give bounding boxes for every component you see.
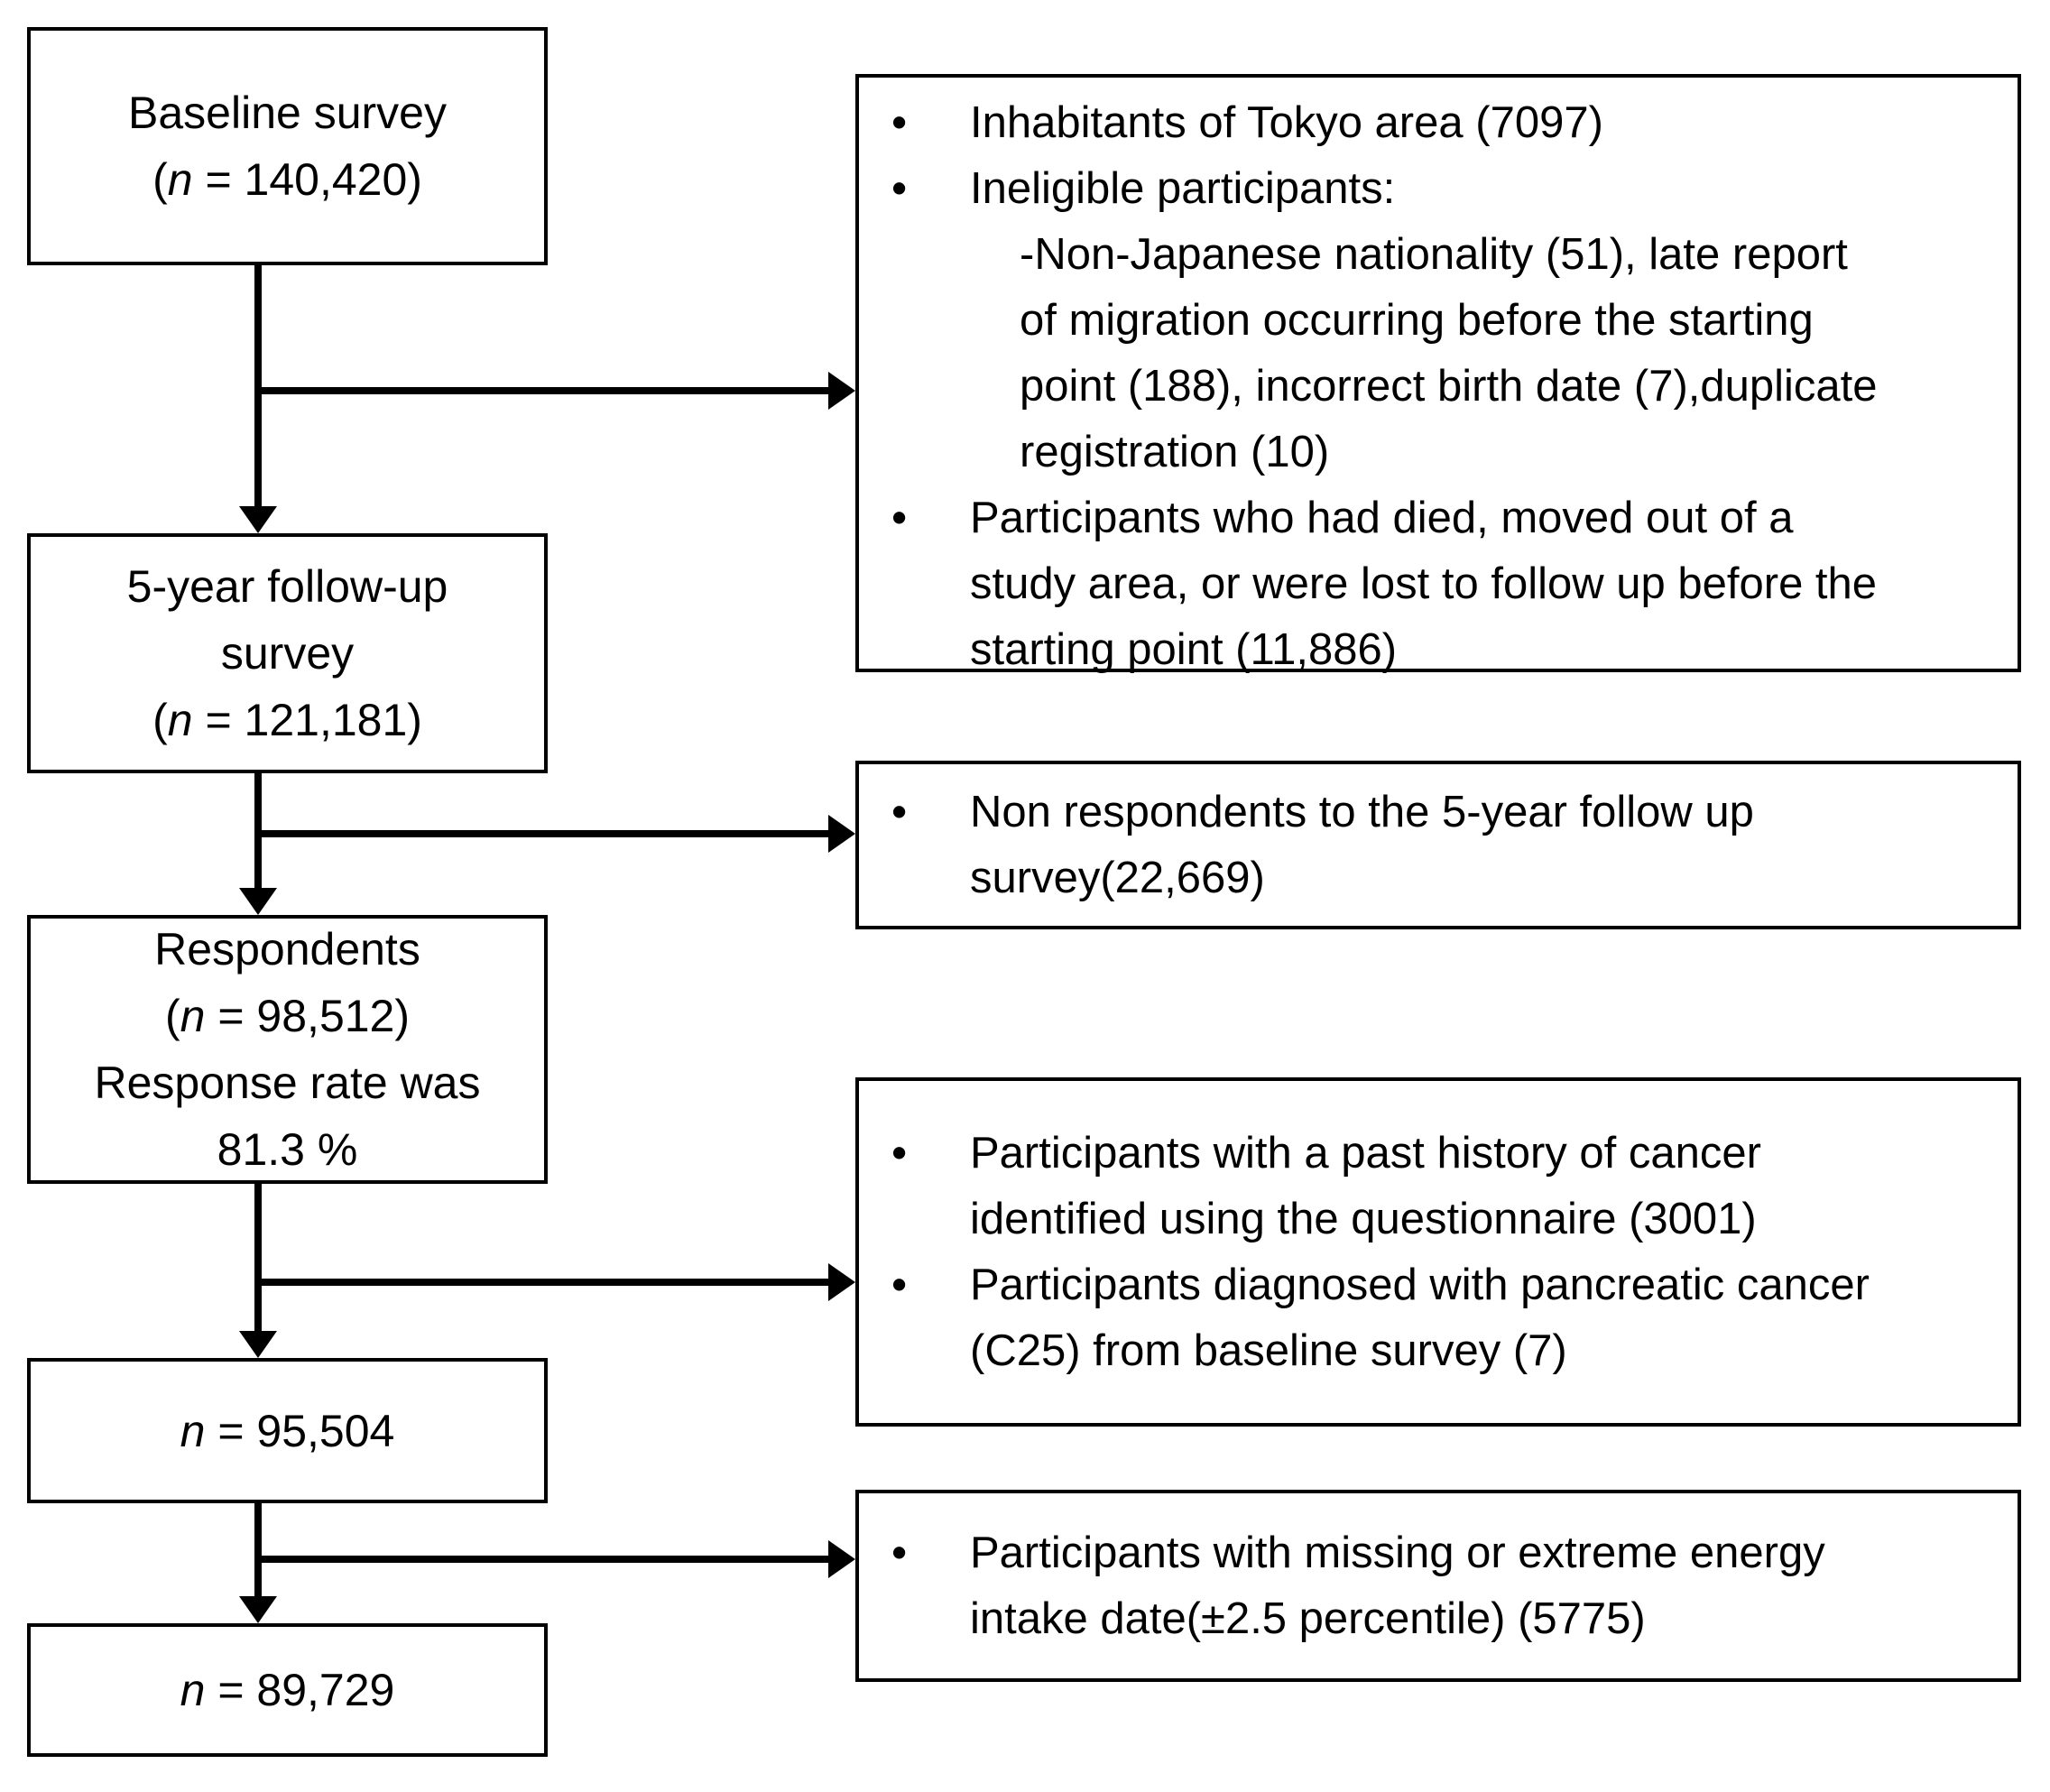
exclusion-box-energy-intake: • Participants with missing or extreme e…: [855, 1490, 2021, 1682]
text-segment: = 140,420): [192, 154, 422, 205]
text-segment: = 95,504: [205, 1405, 395, 1456]
n-symbol: n: [180, 1405, 206, 1456]
box-line: Baseline survey: [128, 88, 447, 138]
list-item-text: Inhabitants of Tokyo area (7097): [970, 98, 1603, 147]
list-item-text: Non respondents to the 5-year follow up …: [970, 787, 1754, 902]
flow-box-five-year-follow-up: 5-year follow-up survey (n = 121,181): [27, 533, 548, 773]
text-segment: = 98,512): [205, 991, 411, 1041]
branch-line-energy-intake: [258, 1556, 828, 1563]
box-line: Respondents: [154, 924, 420, 975]
arrow-line-95504-to-89729: [254, 1503, 262, 1600]
box-line: 5-year follow-up: [126, 561, 448, 612]
flow-box-n-95504: n = 95,504: [27, 1358, 548, 1503]
n-symbol: n: [167, 154, 193, 205]
box-line: (n = 98,512): [165, 983, 410, 1049]
n-symbol: n: [167, 695, 193, 745]
arrowhead-right-icon: [828, 1540, 855, 1578]
branch-line-cancer-history: [258, 1279, 828, 1286]
bullet-icon: •: [891, 98, 908, 147]
arrowhead-down-icon: [239, 506, 277, 533]
bullet-icon: •: [891, 787, 908, 836]
list-item: • Ineligible participants:: [859, 156, 2018, 222]
arrowhead-right-icon: [828, 1263, 855, 1301]
arrowhead-down-icon: [239, 1331, 277, 1358]
box-line: 81.3 %: [217, 1124, 358, 1175]
text-segment: (: [152, 695, 168, 745]
arrowhead-right-icon: [828, 372, 855, 410]
text-segment: = 121,181): [192, 695, 422, 745]
list-item: • Participants with missing or extreme e…: [859, 1520, 2018, 1652]
bullet-icon: •: [891, 494, 908, 542]
box-line: Response rate was: [94, 1058, 481, 1108]
n-symbol: n: [180, 1665, 206, 1715]
flow-box-n-89729: n = 89,729: [27, 1623, 548, 1757]
n-symbol: n: [180, 991, 206, 1041]
bullet-icon: •: [891, 164, 908, 213]
text-segment: (: [152, 154, 168, 205]
box-line: survey: [220, 628, 355, 679]
list-item-text: Participants who had died, moved out of …: [970, 494, 1878, 674]
exclusion-box-non-respondents: • Non respondents to the 5-year follow u…: [855, 761, 2021, 929]
branch-line-non-respondents: [258, 830, 828, 837]
list-item: • Participants diagnosed with pancreatic…: [859, 1252, 2018, 1384]
bullet-icon: •: [891, 1528, 908, 1577]
list-subitem: -Non-Japanese nationality (51), late rep…: [859, 222, 2018, 485]
list-item-text: Participants with a past history of canc…: [970, 1128, 1761, 1243]
box-line: n = 95,504: [180, 1398, 395, 1464]
arrow-line-respondents-to-95504: [254, 1184, 262, 1335]
bullet-icon: •: [891, 1260, 908, 1309]
flow-box-respondents: Respondents (n = 98,512) Response rate w…: [27, 915, 548, 1184]
box-line: (n = 121,181): [152, 687, 422, 753]
box-line: n = 89,729: [180, 1657, 395, 1723]
list-item: • Inhabitants of Tokyo area (7097): [859, 90, 2018, 156]
arrowhead-down-icon: [239, 1596, 277, 1623]
branch-line-baseline-exclusions: [258, 387, 828, 394]
arrowhead-right-icon: [828, 815, 855, 853]
list-item-text: -Non-Japanese nationality (51), late rep…: [1020, 230, 1878, 476]
text-segment: = 89,729: [205, 1665, 395, 1715]
exclusion-box-baseline: • Inhabitants of Tokyo area (7097) • Ine…: [855, 74, 2021, 674]
bullet-icon: •: [891, 1128, 908, 1178]
text-segment: (: [164, 991, 180, 1041]
arrowhead-down-icon: [239, 888, 277, 915]
list-item-text: Participants diagnosed with pancreatic c…: [970, 1260, 1870, 1375]
box-line: (n = 140,420): [152, 146, 422, 213]
list-item-text: Ineligible participants:: [970, 164, 1396, 213]
flow-box-baseline-survey: Baseline survey (n = 140,420): [27, 27, 548, 265]
list-item: • Participants who had died, moved out o…: [859, 485, 2018, 683]
exclusion-box-cancer-history: • Participants with a past history of ca…: [855, 1077, 2021, 1427]
list-item: • Participants with a past history of ca…: [859, 1121, 2018, 1252]
list-item: • Non respondents to the 5-year follow u…: [859, 780, 2018, 911]
list-item-text: Participants with missing or extreme ene…: [970, 1528, 1825, 1643]
